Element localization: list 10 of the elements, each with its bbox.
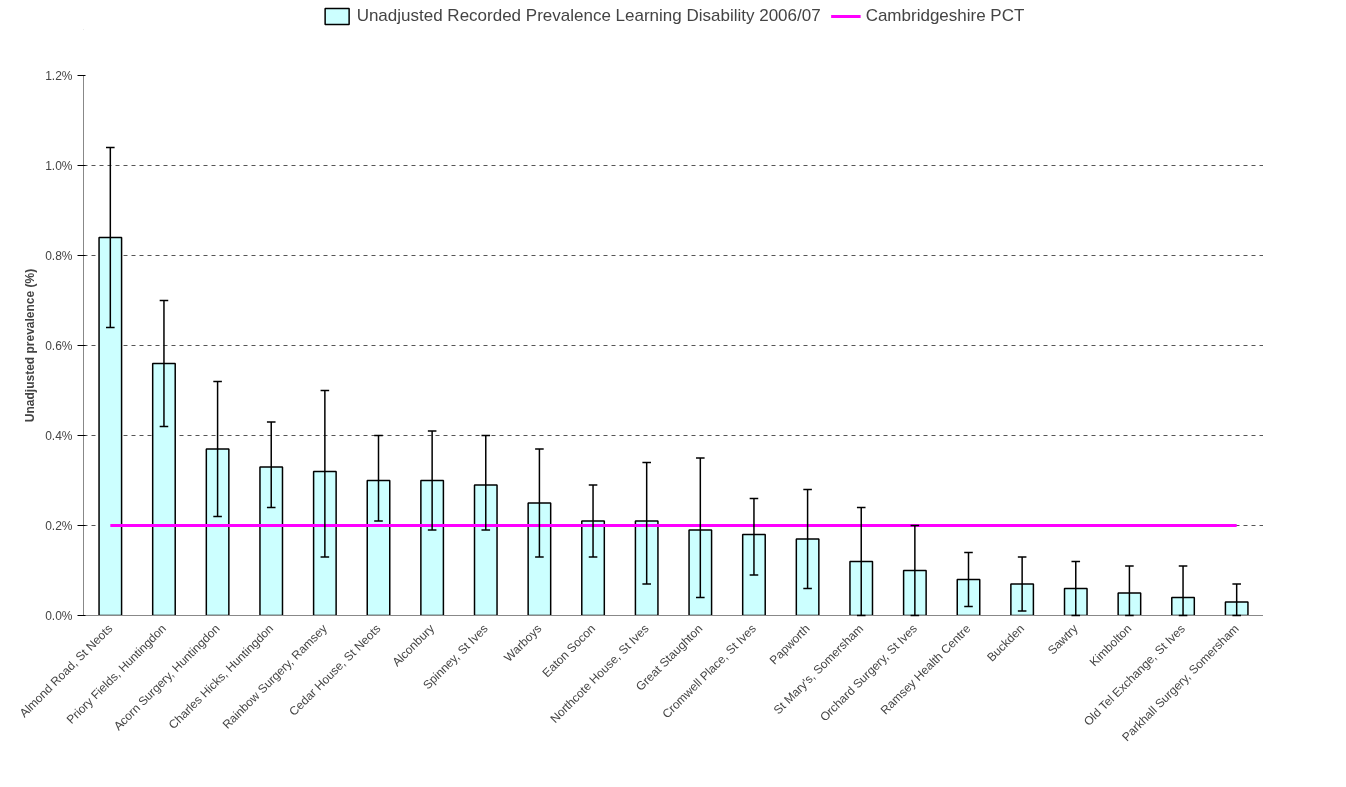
- y-tick-label: 0.2%: [45, 518, 73, 533]
- y-tick-label: 0.0%: [45, 608, 73, 623]
- y-tick-label: 1.0%: [45, 158, 73, 173]
- y-tick-label: 1.2%: [45, 68, 73, 83]
- y-tick-label: 0.8%: [45, 248, 73, 263]
- y-axis-title: Unadjusted prevalence (%): [23, 268, 38, 423]
- y-tick-label: 0.6%: [45, 338, 73, 353]
- y-tick-label: 0.4%: [45, 428, 73, 443]
- legend-label: Cambridgeshire PCT: [865, 6, 1025, 26]
- legend-label: Unadjusted Recorded Prevalence Learning Disability 2006/07: [356, 6, 821, 26]
